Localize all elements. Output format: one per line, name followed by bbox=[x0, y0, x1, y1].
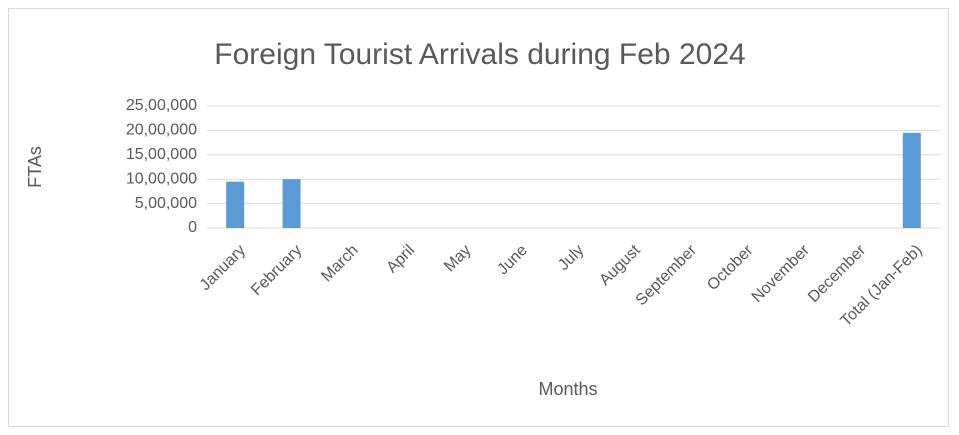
y-tick-label: 20,00,000 bbox=[126, 122, 197, 139]
bar bbox=[226, 181, 245, 228]
y-tick-label: 0 bbox=[188, 219, 197, 236]
y-tick-label: 25,00,000 bbox=[126, 97, 197, 114]
bar bbox=[282, 179, 301, 228]
chart-title: Foreign Tourist Arrivals during Feb 2024 bbox=[214, 38, 745, 71]
x-axis-title: Months bbox=[538, 379, 597, 399]
y-axis-title: FTAs bbox=[25, 146, 45, 188]
y-tick-label: 5,00,000 bbox=[135, 195, 197, 212]
y-tick-label: 15,00,000 bbox=[126, 146, 197, 163]
chart-border bbox=[8, 8, 949, 427]
bar bbox=[902, 132, 921, 228]
y-tick-label: 10,00,000 bbox=[126, 170, 197, 187]
